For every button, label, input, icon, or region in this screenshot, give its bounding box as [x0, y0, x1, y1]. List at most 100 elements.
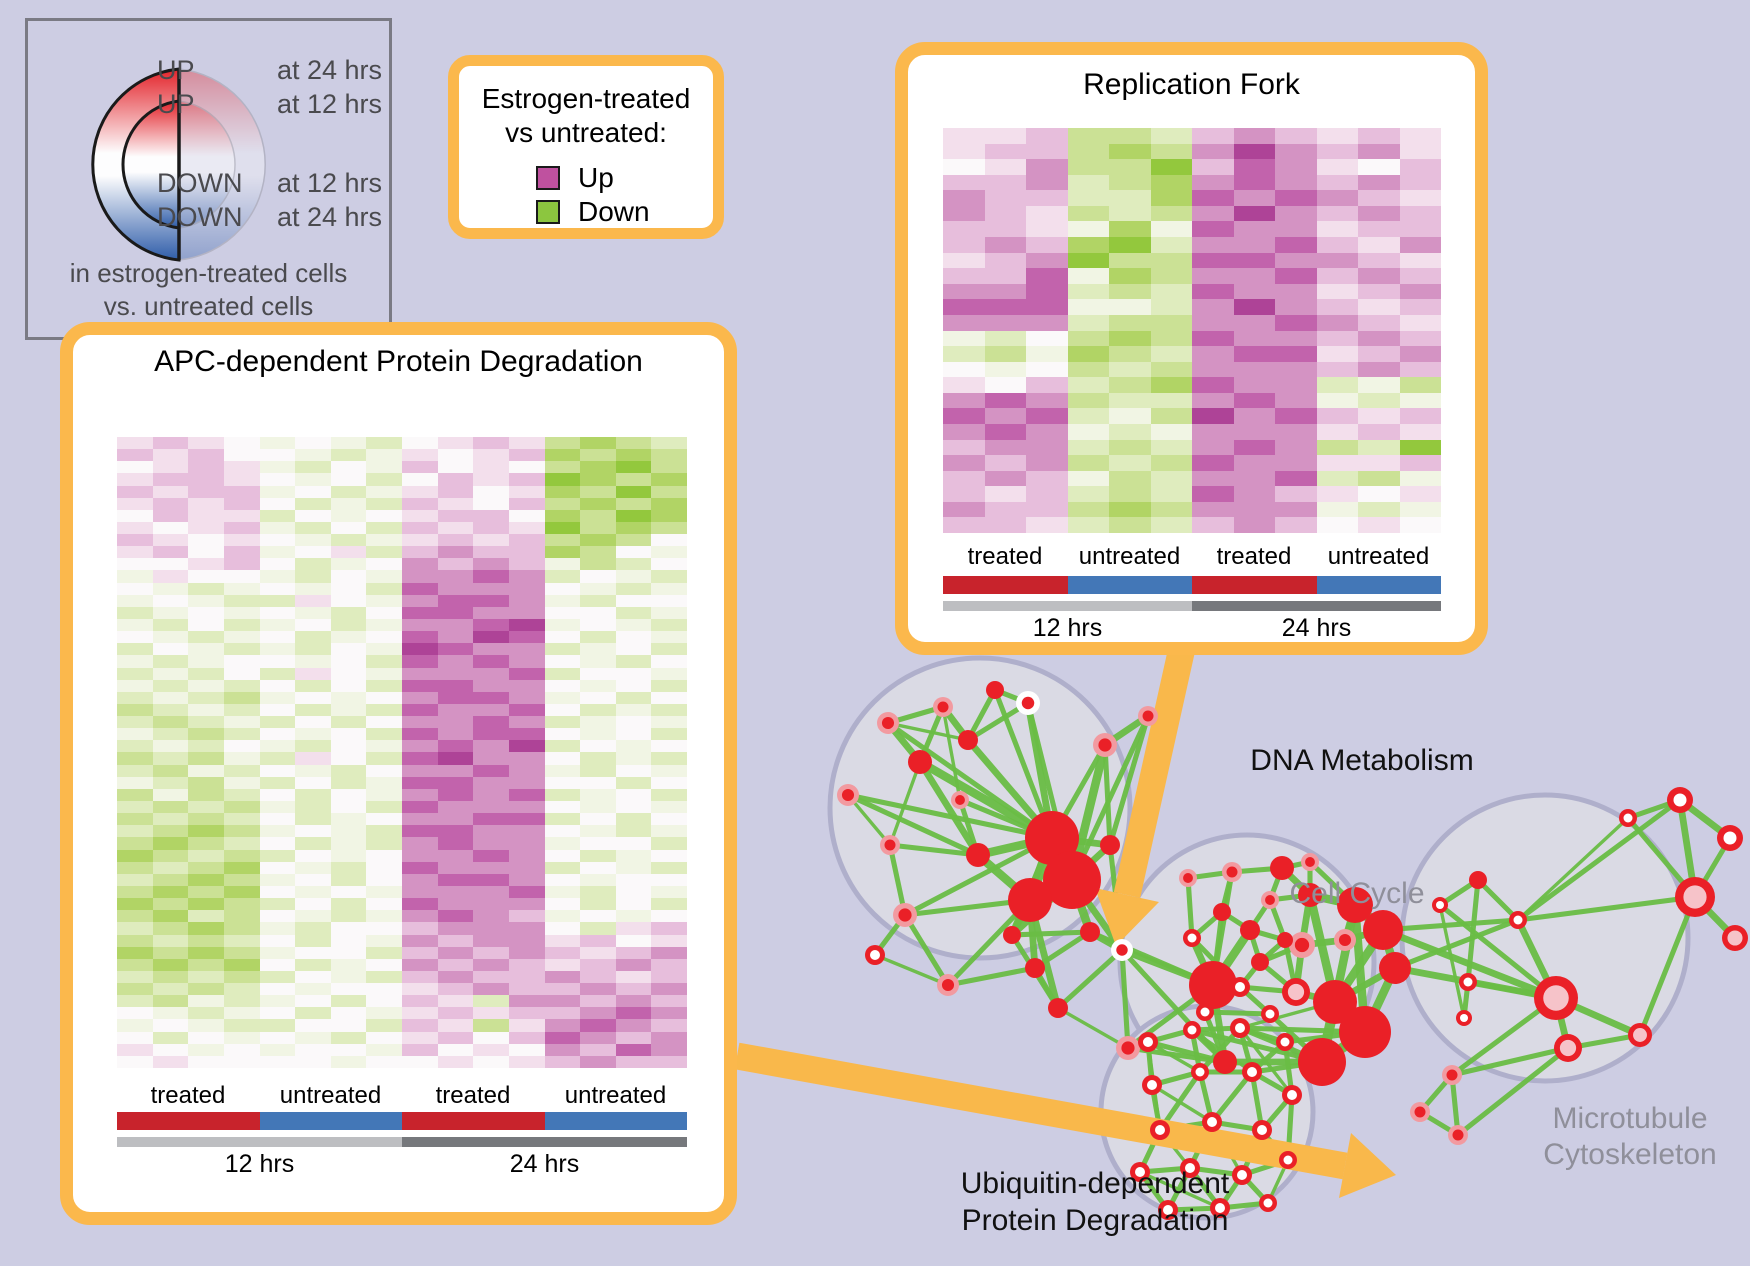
heatmap-cell	[1109, 299, 1151, 315]
heatmap-cell	[1233, 423, 1275, 440]
heatmap-cell	[1192, 252, 1234, 269]
network-node-solid	[1025, 811, 1079, 865]
heatmap-cell	[259, 703, 296, 717]
network-node-halo	[1338, 933, 1352, 947]
heatmap-cell	[366, 1031, 402, 1044]
heatmap-cell	[188, 1043, 224, 1056]
heatmap-cell	[544, 485, 581, 498]
heatmap-cell	[1150, 252, 1192, 269]
heatmap-cell	[1192, 268, 1234, 284]
heatmap-cell	[1067, 205, 1109, 222]
heatmap-cell	[508, 509, 545, 522]
heatmap-cell	[259, 655, 296, 668]
heatmap-cell	[1316, 517, 1358, 533]
heatmap-cell	[984, 501, 1026, 518]
heatmap-cell	[1275, 470, 1317, 487]
heatmap-cell	[1067, 143, 1109, 160]
heatmap-cell	[943, 392, 985, 409]
heatmap-cell	[437, 983, 474, 996]
network-node-donut	[870, 950, 880, 960]
heatmap-cell	[1192, 128, 1234, 144]
network-node-donut-pink	[1727, 930, 1743, 946]
network-node-halo	[841, 788, 855, 802]
heatmap-cell	[580, 485, 616, 498]
network-node-donut	[1283, 1155, 1293, 1165]
network-node-solid	[1251, 953, 1269, 971]
estrogen-key-item-up: Up	[536, 162, 614, 194]
heatmap-cell	[1150, 159, 1192, 175]
heatmap-cell	[117, 679, 153, 692]
heatmap-cell	[188, 837, 224, 850]
heatmap-cell	[402, 619, 438, 632]
heatmap-cell	[1399, 174, 1441, 191]
heatmap-cell	[366, 606, 402, 620]
heatmap-cell	[330, 958, 367, 971]
heatmap-cell	[1026, 221, 1068, 238]
heatmap-cell	[402, 546, 438, 559]
heatmap-cell	[223, 934, 260, 947]
heatmap-cell	[544, 716, 581, 729]
network-edge	[945, 965, 1038, 988]
heatmap-cell	[1399, 221, 1441, 238]
heatmap-cell	[152, 606, 189, 620]
heatmap-cell	[259, 995, 296, 1008]
heatmap-cell	[295, 837, 331, 850]
heatmap-cell	[651, 970, 687, 984]
heatmap-cell	[1399, 439, 1441, 456]
heatmap-cell	[1150, 128, 1192, 144]
heatmap-cell	[402, 473, 438, 486]
heatmap-cell	[295, 752, 331, 765]
heatmap-cell	[1192, 517, 1234, 533]
heatmap-cell	[1109, 361, 1151, 378]
heatmap-cell	[615, 922, 652, 935]
heatmap-cell	[615, 461, 652, 474]
heatmap-cell	[117, 534, 153, 547]
heatmap-cell	[402, 1055, 438, 1068]
heatmap-cell	[223, 813, 260, 826]
heatmap-cell	[330, 643, 367, 656]
heatmap-cell	[544, 849, 581, 862]
heatmap-cell	[117, 728, 153, 741]
heatmap-cell	[402, 582, 438, 595]
heatmap-cell	[152, 582, 189, 595]
heatmap-cell	[544, 473, 581, 486]
heatmap-cell	[508, 570, 545, 583]
heatmap-cell	[473, 497, 509, 510]
heatmap-cell	[437, 667, 474, 680]
heatmap-cell	[330, 473, 367, 486]
heatmap-cell	[295, 485, 331, 498]
heatmap-cell	[437, 606, 474, 620]
heatmap-cell	[580, 849, 616, 862]
heatmap-cell	[1399, 128, 1441, 144]
heatmap-cell	[1067, 392, 1109, 409]
heatmap-cell	[152, 667, 189, 680]
heatmap-cell	[1358, 205, 1400, 222]
rf-bar-12hrs	[943, 601, 1192, 611]
heatmap-cell	[544, 594, 581, 607]
heatmap-cell	[402, 461, 438, 474]
heatmap-cell	[223, 461, 260, 474]
heatmap-cell	[615, 740, 652, 753]
network-edge	[1449, 1045, 1571, 1078]
heatmap-cell	[117, 849, 153, 862]
heatmap-cell	[1067, 190, 1109, 206]
heatmap-cell	[152, 1043, 189, 1056]
heatmap-cell	[1399, 205, 1441, 222]
heatmap-cell	[295, 885, 331, 899]
heatmap-cell	[188, 776, 224, 789]
heatmap-cell	[152, 922, 189, 935]
heatmap-cell	[943, 455, 985, 471]
network-edge	[1209, 1069, 1255, 1125]
heatmap-cell	[508, 934, 545, 947]
apc-group-label-treated-12: treated	[150, 1082, 226, 1109]
network-edge	[886, 721, 970, 742]
heatmap-cell	[615, 679, 652, 692]
heatmap-cell	[295, 594, 331, 607]
heatmap-cell	[295, 995, 331, 1008]
heatmap-cell	[943, 128, 985, 144]
heatmap-cell	[259, 958, 296, 971]
heatmap-cell	[223, 995, 260, 1008]
heatmap-cell	[508, 461, 545, 474]
heatmap-cell	[259, 521, 296, 535]
heatmap-cell	[366, 922, 402, 935]
